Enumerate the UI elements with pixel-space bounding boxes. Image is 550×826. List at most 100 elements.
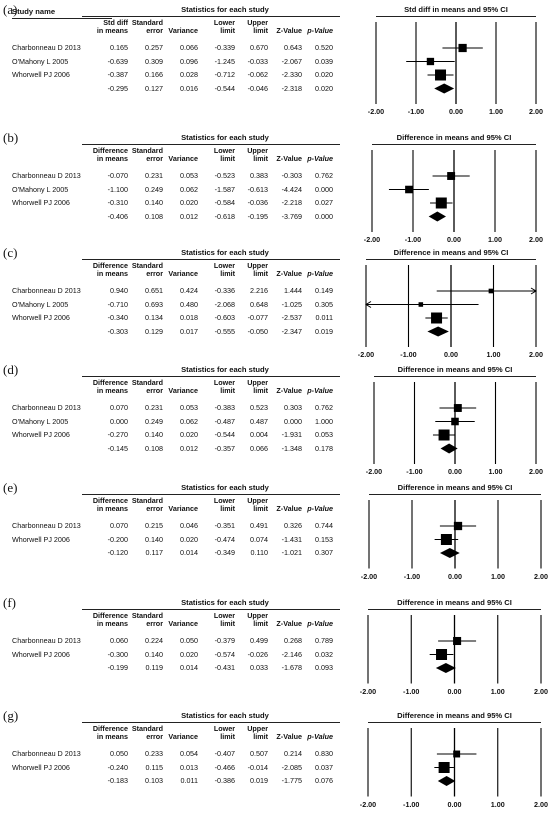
axis-tick-label: 0.00 — [449, 107, 463, 116]
axis-tick-label: -1.00 — [404, 235, 422, 244]
axis-tick-label: 2.00 — [529, 350, 543, 359]
study-value: -0.379 — [214, 636, 235, 645]
stats-title-underline — [82, 609, 340, 610]
study-value: 0.648 — [250, 299, 268, 309]
study-value: -0.070 — [107, 171, 128, 180]
lower-limit-header: Lower — [213, 378, 235, 387]
study-value: 0.050 — [110, 749, 128, 758]
study-value: -0.026 — [247, 649, 268, 659]
study-value: 0.744 — [315, 521, 333, 530]
stats-title-underline — [82, 259, 340, 260]
study-value: 0.166 — [145, 70, 163, 79]
effect-square — [438, 762, 450, 773]
study-value: 0.257 — [145, 43, 163, 52]
axis-tick-label: -2.00 — [360, 571, 378, 581]
lower-limit-header: limit — [220, 26, 235, 35]
summary-value: 0.014 — [180, 663, 198, 672]
summary-diamond — [434, 83, 455, 94]
study-name: Whorwell PJ 2006 — [12, 649, 70, 659]
standard-error-header: Standard — [131, 724, 163, 733]
study-value: 0.693 — [145, 299, 163, 309]
upper-limit-header: limit — [253, 154, 268, 163]
ci-title: Difference in means and 95% CI — [397, 598, 512, 607]
ci-title-underline — [372, 144, 536, 145]
standard-error-header: error — [146, 269, 163, 278]
study-name: O'Mahony L 2005 — [12, 416, 69, 426]
summary-diamond — [435, 663, 456, 673]
effect-square — [447, 172, 456, 180]
axis-tick-label: 0.00 — [447, 686, 462, 696]
axis-tick-label: 0.00 — [448, 571, 462, 581]
study-value: 0.050 — [180, 636, 198, 645]
standard-error-header: Standard — [131, 18, 163, 27]
panel-label: (f) — [3, 595, 16, 610]
axis-tick-label: 2.00 — [534, 571, 548, 581]
summary-value: -0.050 — [247, 326, 268, 336]
summary-diamond — [439, 548, 460, 558]
summary-value: -0.618 — [214, 211, 235, 221]
summary-value: -2.347 — [281, 326, 302, 336]
study-value: 0.507 — [250, 749, 268, 758]
z-value-header: Z-Value — [276, 619, 302, 628]
forest-panel: (b) Statistics for each study Difference i… — [0, 128, 550, 248]
lower-limit-header: limit — [220, 619, 235, 628]
study-name: Whorwell PJ 2006 — [12, 430, 70, 439]
upper-limit-header: Upper — [247, 261, 268, 270]
standard-error-header: error — [146, 26, 163, 35]
summary-value: 0.110 — [250, 548, 268, 557]
summary-value: 0.014 — [180, 548, 198, 557]
study-value: 0.491 — [250, 521, 268, 530]
standard-error-header: error — [146, 154, 163, 163]
study-value: 0.020 — [315, 70, 333, 79]
study-value: 0.762 — [315, 171, 333, 180]
ci-title: Difference in means and 95% CI — [393, 248, 509, 257]
upper-limit-header: Upper — [247, 724, 268, 733]
study-value: 0.140 — [145, 649, 163, 659]
summary-value: -0.195 — [247, 211, 268, 221]
study-value: -0.200 — [107, 534, 128, 544]
study-value: 0.140 — [145, 534, 163, 544]
effect-header: Std diff — [103, 18, 128, 27]
summary-value: 0.117 — [145, 548, 163, 557]
effect-square — [453, 750, 461, 758]
study-value: 0.054 — [180, 749, 198, 758]
summary-value: 0.108 — [145, 443, 163, 453]
stats-title-underline — [82, 376, 340, 377]
forest-plot — [367, 728, 542, 797]
study-name: Charbonneau D 2013 — [12, 636, 81, 645]
p-value-header: p-Value — [307, 154, 333, 163]
summary-value: -0.183 — [107, 776, 128, 785]
axis-tick-label: 0.00 — [444, 350, 458, 359]
effect-square — [418, 302, 424, 307]
study-value: -0.613 — [247, 184, 268, 194]
z-value-header: Z-Value — [276, 504, 302, 513]
axis-tick-label: -2.00 — [359, 686, 377, 696]
summary-value: -1.348 — [281, 443, 302, 453]
study-value: -0.336 — [214, 286, 235, 295]
study-value: -1.100 — [107, 184, 128, 194]
study-value: 0.062 — [180, 184, 198, 194]
study-value: 0.309 — [145, 56, 163, 66]
axis-tick-label: -1.00 — [400, 350, 417, 359]
study-value: 0.383 — [250, 171, 268, 180]
upper-limit-header: limit — [253, 26, 268, 35]
study-value: 0.000 — [315, 184, 333, 194]
study-name: Charbonneau D 2013 — [12, 171, 81, 180]
summary-value: -3.769 — [281, 211, 302, 221]
study-value: -0.466 — [214, 762, 235, 772]
study-value: -0.383 — [214, 403, 235, 412]
z-value-header: Z-Value — [276, 269, 302, 278]
stats-title: Statistics for each study — [181, 711, 269, 720]
study-name-underline — [12, 18, 112, 19]
study-name: Whorwell PJ 2006 — [12, 70, 70, 79]
study-name: Whorwell PJ 2006 — [12, 762, 70, 772]
study-value: -0.033 — [247, 56, 268, 66]
effect-header: in means — [96, 386, 128, 395]
study-value: -0.574 — [214, 649, 235, 659]
study-value: 0.011 — [315, 313, 333, 322]
summary-value: -0.303 — [107, 326, 128, 336]
summary-value: -1.775 — [281, 776, 302, 785]
ci-arrow-right — [530, 287, 537, 295]
summary-value: 0.000 — [315, 211, 333, 221]
standard-error-header: Standard — [131, 611, 163, 620]
